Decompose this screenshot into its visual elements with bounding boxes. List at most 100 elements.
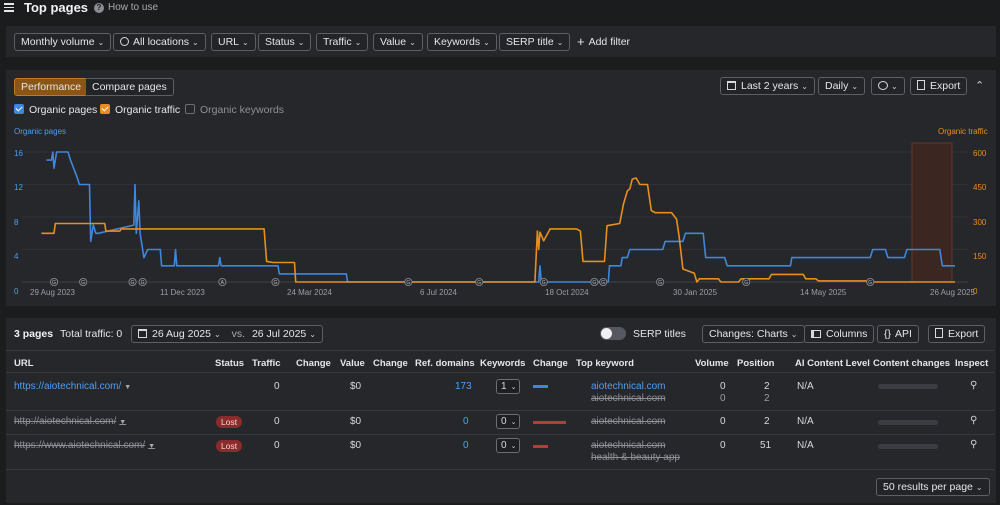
chevron-down-icon: ⌄ — [891, 82, 898, 91]
value-filter[interactable]: Value ⌄ — [373, 33, 423, 51]
col-keywords-change[interactable]: Change — [533, 358, 568, 369]
columns-button[interactable]: Columns — [804, 325, 875, 343]
row-keywords-select[interactable]: 0 ⌄ — [496, 414, 520, 429]
menu-icon[interactable] — [4, 3, 14, 12]
col-content-changes[interactable]: Content changes — [873, 358, 951, 369]
row-position: 2 — [764, 381, 770, 392]
col-status[interactable]: Status — [215, 358, 245, 369]
chevron-down-icon: ⌄ — [409, 38, 416, 47]
x-tick-label: 30 Jan 2025 — [673, 288, 718, 297]
col-keywords[interactable]: Keywords — [480, 358, 526, 369]
update-annotation-letter: G — [274, 280, 278, 286]
update-annotation-letter: G — [477, 280, 481, 286]
col-ai-content-level[interactable]: AI Content Level — [795, 358, 870, 369]
update-annotation-marker[interactable] — [218, 277, 227, 286]
chevron-down-icon: ⌄ — [213, 330, 221, 339]
tab-performance[interactable]: Performance — [14, 78, 89, 96]
legend-organic-pages[interactable]: Organic pages — [14, 104, 97, 116]
divider — [6, 350, 994, 351]
row-ref-domains[interactable]: 0 — [463, 440, 469, 451]
row-ref-domains[interactable]: 0 — [463, 416, 469, 427]
calendar-icon — [138, 329, 147, 338]
collapse-chevron-icon[interactable]: ⌃ — [975, 80, 985, 92]
tab-compare-pages[interactable]: Compare pages — [85, 78, 174, 96]
serp-title-filter[interactable]: SERP title ⌄ — [499, 33, 571, 51]
col-inspect[interactable]: Inspect — [955, 358, 989, 369]
inspect-icon[interactable]: ⚲ — [970, 439, 978, 450]
col-url[interactable]: URL — [14, 358, 34, 369]
organic-pages-line — [46, 151, 955, 283]
update-annotation-marker[interactable] — [404, 277, 413, 286]
add-filter-button[interactable]: + Add filter — [577, 34, 631, 49]
checkbox-icon — [14, 104, 24, 114]
annotations-button[interactable]: ⌄ — [871, 77, 905, 95]
update-annotation-marker[interactable] — [590, 277, 599, 286]
row-url-link[interactable]: https://www.aiotechnical.com/▼ — [14, 440, 156, 451]
monthly-volume-filter[interactable]: Monthly volume ⌄ — [14, 33, 112, 51]
changes-select[interactable]: Changes: Charts ⌄ — [702, 325, 805, 343]
chevron-down-icon: ⌄ — [801, 82, 808, 91]
col-position[interactable]: Position — [737, 358, 775, 369]
help-icon[interactable]: ? — [94, 3, 104, 13]
checkbox-icon — [185, 104, 195, 114]
x-tick-label: 14 May 2025 — [800, 288, 847, 297]
update-annotation-marker[interactable] — [128, 277, 137, 286]
caret-down-icon: ▼ — [148, 443, 156, 450]
row-keywords-select[interactable]: 1 ⌄ — [496, 379, 520, 394]
caret-down-icon: ▼ — [119, 419, 127, 426]
update-annotation-letter: G — [141, 280, 145, 286]
chevron-down-icon: ⌄ — [483, 38, 490, 47]
col-traffic-change[interactable]: Change — [296, 358, 331, 369]
update-annotation-marker[interactable] — [79, 277, 88, 286]
update-annotation-marker[interactable] — [50, 277, 59, 286]
chart-export-button[interactable]: Export — [910, 77, 968, 95]
update-annotation-marker[interactable] — [599, 277, 608, 286]
col-volume[interactable]: Volume — [695, 358, 729, 369]
api-button[interactable]: {} API — [877, 325, 919, 343]
update-annotation-marker[interactable] — [866, 277, 875, 286]
right-tick: 0 — [973, 287, 978, 296]
how-to-use-link[interactable]: How to use — [108, 2, 159, 13]
traffic-filter[interactable]: Traffic ⌄ — [316, 33, 369, 51]
status-badge: Lost — [216, 416, 243, 428]
inspect-icon[interactable]: ⚲ — [970, 380, 978, 391]
update-annotation-marker[interactable] — [742, 277, 751, 286]
col-top-keyword[interactable]: Top keyword — [576, 358, 634, 369]
update-annotation-letter: G — [592, 280, 596, 286]
row-url-link[interactable]: https://aiotechnical.com/▼ — [14, 381, 132, 392]
serp-titles-label: SERP titles — [633, 328, 686, 340]
row-keywords-select[interactable]: 0 ⌄ — [496, 438, 520, 453]
locations-filter[interactable]: All locations ⌄ — [113, 33, 206, 51]
right-tick: 450 — [973, 183, 987, 192]
date-compare-select[interactable]: 26 Aug 2025 ⌄ vs. 26 Jul 2025 ⌄ — [131, 325, 323, 343]
results-per-page-select[interactable]: 50 results per page ⌄ — [876, 478, 990, 496]
update-annotation-marker[interactable] — [539, 277, 548, 286]
chevron-down-icon: ⌄ — [309, 330, 316, 339]
update-annotation-marker[interactable] — [138, 277, 147, 286]
left-tick: 8 — [14, 218, 19, 227]
col-value-change[interactable]: Change — [373, 358, 408, 369]
granularity-select[interactable]: Daily ⌄ — [818, 77, 866, 95]
period-select[interactable]: Last 2 years ⌄ — [720, 77, 815, 95]
row-ref-domains[interactable]: 173 — [455, 381, 472, 392]
legend-organic-keywords[interactable]: Organic keywords — [185, 104, 284, 116]
update-annotation-letter: G — [601, 280, 605, 286]
divider — [6, 410, 994, 411]
serp-titles-toggle[interactable] — [600, 327, 626, 340]
col-ref-domains[interactable]: Ref. domains — [415, 358, 475, 369]
update-annotation-marker[interactable] — [656, 277, 665, 286]
col-traffic[interactable]: Traffic — [252, 358, 281, 369]
update-annotation-marker[interactable] — [475, 277, 484, 286]
status-filter[interactable]: Status ⌄ — [258, 33, 312, 51]
col-value[interactable]: Value — [340, 358, 365, 369]
update-annotation-marker[interactable] — [271, 277, 280, 286]
table-export-button[interactable]: Export — [928, 325, 986, 343]
url-filter[interactable]: URL ⌄ — [211, 33, 256, 51]
keywords-filter[interactable]: Keywords ⌄ — [427, 33, 497, 51]
row-top-keyword[interactable]: aiotechnical.com — [591, 381, 666, 392]
legend-organic-traffic[interactable]: Organic traffic — [100, 104, 180, 116]
inspect-icon[interactable]: ⚲ — [970, 415, 978, 426]
row-url-link[interactable]: http://aiotechnical.com/▼ — [14, 416, 127, 427]
right-tick: 300 — [973, 218, 987, 227]
